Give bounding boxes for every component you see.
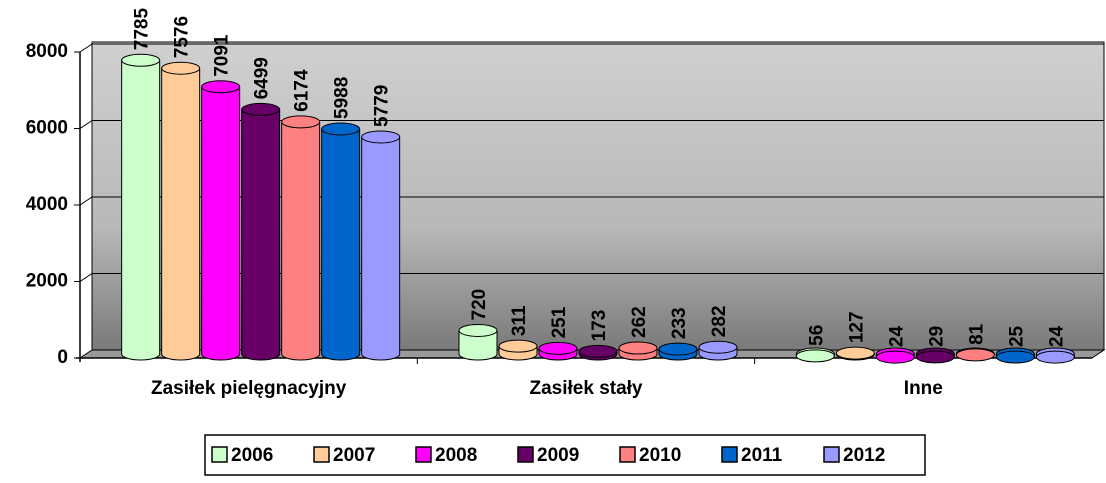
cylinder-top xyxy=(498,339,538,353)
cylinder xyxy=(161,61,201,361)
legend-label: 2012 xyxy=(843,445,885,466)
cylinder-top xyxy=(955,348,995,362)
data-label: 7091 xyxy=(212,34,233,77)
cylinder-top xyxy=(698,340,738,354)
data-label: 6174 xyxy=(292,69,313,112)
data-label: 7785 xyxy=(132,8,153,51)
bar xyxy=(321,128,360,354)
cylinder xyxy=(875,347,915,364)
data-label: 29 xyxy=(926,326,947,347)
y-tick-label: 6000 xyxy=(26,118,68,139)
cylinder-top xyxy=(241,102,281,116)
data-label: 720 xyxy=(469,289,490,321)
data-label: 282 xyxy=(709,306,730,338)
cylinder-top xyxy=(915,350,955,364)
grid-line xyxy=(79,273,93,282)
cylinder-top xyxy=(321,122,361,136)
cylinder xyxy=(578,344,618,361)
cylinder xyxy=(458,323,498,361)
data-label: 127 xyxy=(846,311,867,343)
legend-label: 2010 xyxy=(639,445,681,466)
data-label: 24 xyxy=(1046,326,1067,348)
data-label: 6499 xyxy=(252,57,273,99)
grid-line xyxy=(79,196,93,206)
cylinder-top xyxy=(361,130,401,144)
cylinder xyxy=(658,342,698,361)
cylinder xyxy=(121,53,161,361)
legend-label: 2006 xyxy=(231,445,273,466)
legend-swatch xyxy=(517,446,534,463)
data-label: 24 xyxy=(886,326,907,348)
bar xyxy=(361,136,400,354)
bar xyxy=(201,86,240,354)
cylinder-top xyxy=(875,350,915,364)
cylinder-top xyxy=(835,346,875,360)
cylinder xyxy=(618,341,658,361)
cylinder xyxy=(915,347,955,364)
x-tick-label: Zasiłek stały xyxy=(529,378,642,399)
bar xyxy=(459,330,497,354)
data-label: 262 xyxy=(629,306,650,338)
cylinder xyxy=(538,341,578,361)
legend-swatch xyxy=(313,446,330,463)
y-tick-label: 8000 xyxy=(26,41,68,62)
data-label: 251 xyxy=(549,306,570,338)
legend-swatch xyxy=(619,446,636,463)
data-label: 25 xyxy=(1006,325,1027,347)
cylinder xyxy=(498,339,538,361)
cylinder-top xyxy=(658,342,698,356)
data-label: 173 xyxy=(589,310,610,342)
legend-swatch xyxy=(211,446,228,463)
cylinder-top xyxy=(1035,350,1075,364)
cylinder-top xyxy=(161,61,201,75)
legend-swatch xyxy=(823,446,840,463)
bar xyxy=(161,68,200,354)
cylinder xyxy=(698,340,738,361)
legend-label: 2007 xyxy=(333,445,375,466)
data-label: 311 xyxy=(509,305,530,336)
cylinder-top xyxy=(538,341,578,355)
cylinder-top xyxy=(578,344,618,358)
cylinder-top xyxy=(281,115,321,129)
cylinder-top xyxy=(458,323,498,337)
x-tick-label: Zasiłek pielęgnacyjny xyxy=(151,378,347,399)
cylinder xyxy=(361,130,401,361)
cylinder xyxy=(201,80,241,361)
data-label: 5779 xyxy=(372,85,393,127)
cylinder xyxy=(835,346,875,361)
cylinder xyxy=(281,115,321,361)
legend-swatch xyxy=(721,446,738,463)
bar xyxy=(281,121,320,354)
cylinder-top xyxy=(995,350,1035,364)
cylinder xyxy=(321,122,361,361)
legend-label: 2008 xyxy=(435,445,477,466)
cylinder xyxy=(795,347,835,363)
data-label: 81 xyxy=(966,323,987,345)
bar xyxy=(241,109,280,354)
y-tick-label: 2000 xyxy=(26,271,68,292)
y-tick-label: 0 xyxy=(57,347,68,368)
cylinder xyxy=(955,347,995,362)
cylinder-top xyxy=(618,341,658,355)
data-label: 5988 xyxy=(332,77,353,119)
cylinder-top xyxy=(795,349,835,363)
legend-swatch xyxy=(415,446,432,463)
cylinder xyxy=(241,102,281,361)
legend-label: 2011 xyxy=(741,445,783,466)
data-label: 56 xyxy=(806,325,827,346)
legend-label: 2009 xyxy=(537,445,579,466)
bar xyxy=(121,60,160,354)
cylinder xyxy=(1035,347,1075,364)
data-label: 233 xyxy=(669,307,690,339)
grid-line xyxy=(79,120,93,129)
cylinder-top xyxy=(121,53,161,67)
grid-line xyxy=(79,43,93,53)
data-label: 7576 xyxy=(172,16,193,58)
x-tick-label: Inne xyxy=(904,378,943,399)
cylinder xyxy=(995,347,1035,364)
cylinder-top xyxy=(201,80,241,94)
y-tick-label: 4000 xyxy=(26,194,68,215)
